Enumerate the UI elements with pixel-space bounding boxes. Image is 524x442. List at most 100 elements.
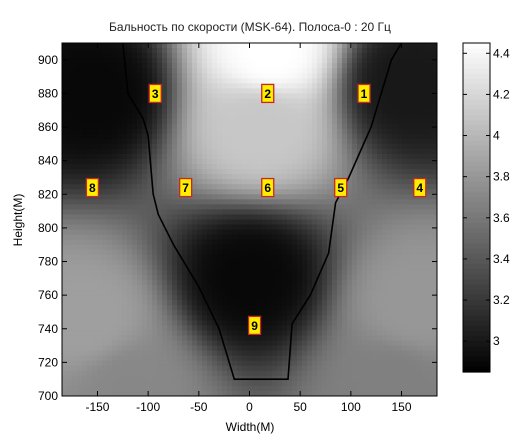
- heat-cell: [277, 249, 283, 256]
- heat-cell: [187, 153, 193, 160]
- heat-cell: [97, 189, 103, 195]
- heat-cell: [412, 360, 418, 367]
- heat-cell: [112, 194, 118, 200]
- heat-cell: [362, 259, 368, 266]
- heat-cell: [257, 68, 263, 74]
- heat-cell: [77, 179, 83, 185]
- heat-cell: [212, 73, 218, 79]
- heat-cell: [322, 295, 328, 301]
- heat-cell: [117, 88, 123, 95]
- heat-cell: [212, 234, 218, 241]
- heat-cell: [372, 194, 378, 200]
- heat-cell: [97, 133, 103, 140]
- heat-cell: [132, 43, 138, 49]
- heat-cell: [212, 108, 218, 115]
- heat-cell: [232, 204, 238, 211]
- heat-cell: [92, 290, 98, 296]
- heat-cell: [222, 214, 228, 221]
- heat-cell: [362, 158, 368, 165]
- heat-cell: [317, 254, 323, 261]
- heat-cell: [212, 224, 218, 231]
- heat-cell: [152, 370, 158, 377]
- heat-cell: [307, 300, 313, 306]
- heat-cell: [427, 300, 433, 306]
- heat-cell: [322, 335, 328, 342]
- heat-cell: [132, 269, 138, 276]
- heat-cell: [357, 274, 363, 281]
- heat-cell: [212, 355, 218, 362]
- heat-cell: [287, 315, 293, 321]
- heat-cell: [232, 73, 238, 79]
- heat-cell: [272, 199, 278, 205]
- heat-cell: [147, 58, 153, 64]
- heat-cell: [172, 355, 178, 362]
- heat-cell: [72, 300, 78, 306]
- heat-cell: [107, 164, 113, 170]
- heat-cell: [292, 249, 298, 256]
- heat-cell: [137, 63, 143, 69]
- heat-cell: [337, 350, 343, 357]
- heat-cell: [87, 224, 93, 231]
- heat-cell: [217, 98, 223, 105]
- heat-cell: [227, 274, 233, 281]
- heat-cell: [127, 274, 133, 281]
- heat-cell: [112, 224, 118, 231]
- heat-cell: [212, 219, 218, 226]
- heat-cell: [342, 118, 348, 125]
- heat-cell: [282, 98, 288, 105]
- heat-cell: [292, 214, 298, 221]
- heat-cell: [287, 189, 293, 195]
- heat-cell: [307, 199, 313, 205]
- heat-cell: [427, 179, 433, 185]
- heat-cell: [347, 58, 353, 64]
- heat-cell: [327, 254, 333, 261]
- heat-cell: [377, 264, 383, 271]
- heat-cell: [367, 169, 373, 175]
- heat-cell: [337, 269, 343, 276]
- heat-cell: [132, 239, 138, 246]
- heat-cell: [197, 345, 203, 352]
- heat-cell: [292, 194, 298, 200]
- heat-cell: [357, 209, 363, 216]
- heat-cell: [72, 199, 78, 205]
- heat-cell: [297, 138, 303, 145]
- heat-cell: [417, 199, 423, 205]
- heat-cell: [252, 138, 258, 145]
- heat-cell: [222, 290, 228, 296]
- heat-cell: [232, 88, 238, 95]
- heat-cell: [177, 360, 183, 367]
- heat-cell: [292, 123, 298, 130]
- heat-cell: [212, 93, 218, 100]
- heat-cell: [427, 83, 433, 89]
- heat-cell: [182, 128, 188, 135]
- heat-cell: [407, 113, 413, 120]
- heat-cell: [217, 143, 223, 150]
- heat-cell: [222, 164, 228, 170]
- heat-cell: [247, 123, 253, 130]
- heat-cell: [292, 234, 298, 241]
- heat-cell: [387, 264, 393, 271]
- heat-cell: [362, 148, 368, 155]
- heat-cell: [182, 133, 188, 140]
- heat-cell: [207, 290, 213, 296]
- heat-cell: [352, 113, 358, 120]
- heat-cell: [377, 123, 383, 130]
- heat-cell: [412, 174, 418, 180]
- heat-cell: [162, 133, 168, 140]
- heat-cell: [262, 264, 268, 271]
- heat-cell: [272, 133, 278, 140]
- heat-cell: [377, 48, 383, 54]
- heat-cell: [252, 224, 258, 231]
- heat-cell: [312, 128, 318, 135]
- heat-cell: [302, 128, 308, 135]
- heat-cell: [122, 310, 128, 316]
- heat-cell: [107, 174, 113, 180]
- heat-cell: [72, 148, 78, 155]
- heat-cell: [202, 340, 208, 347]
- heat-cell: [432, 199, 437, 205]
- heat-cell: [82, 68, 88, 74]
- heat-cell: [227, 285, 233, 291]
- heat-cell: [172, 148, 178, 155]
- heat-cell: [82, 375, 88, 382]
- heat-cell: [287, 274, 293, 281]
